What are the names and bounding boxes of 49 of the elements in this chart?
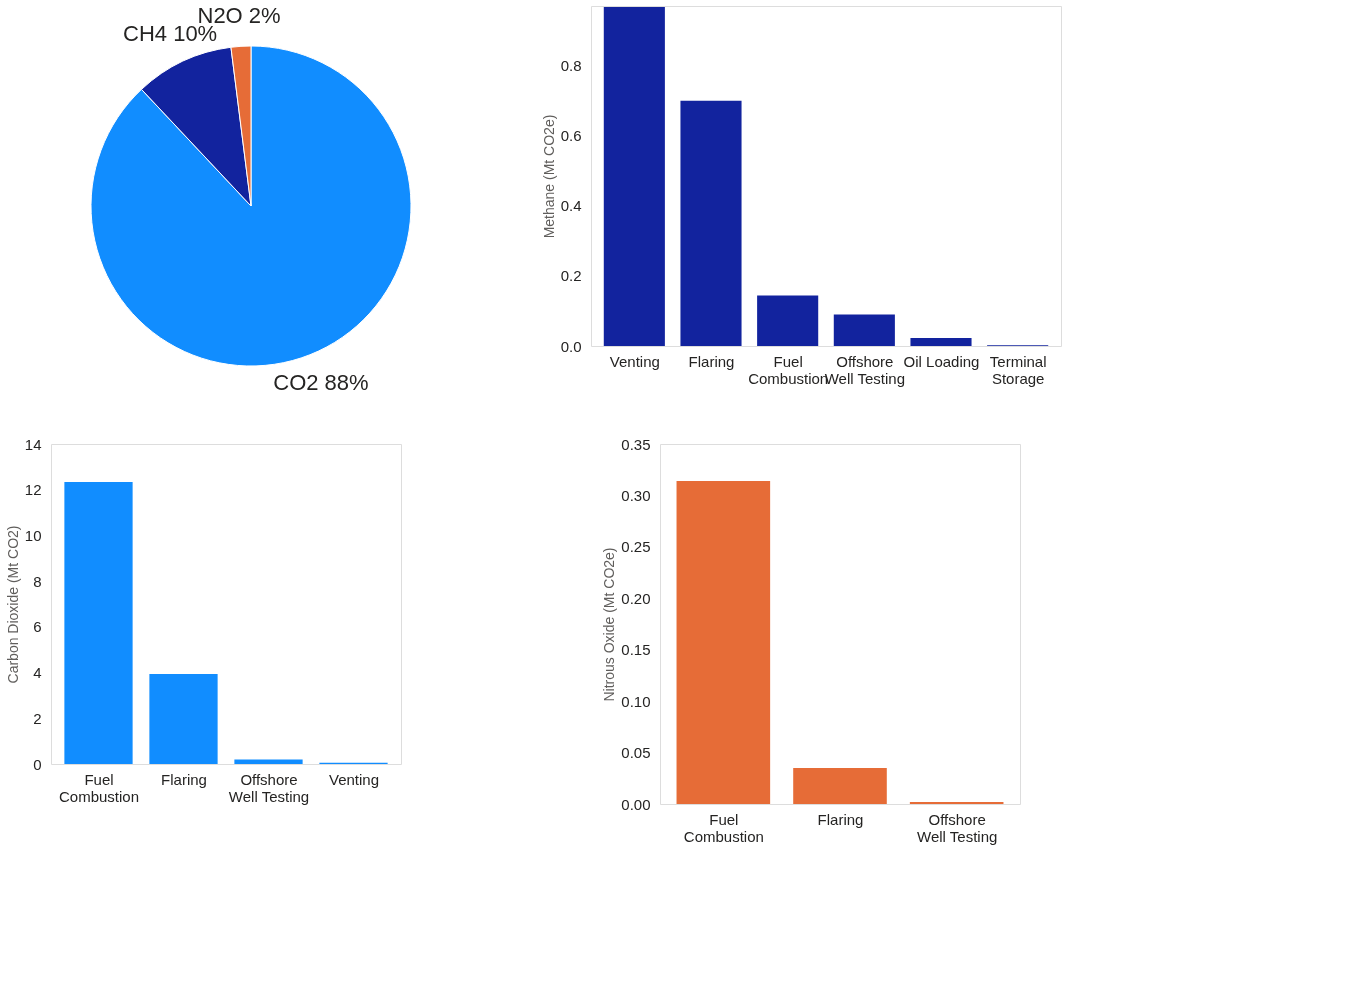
bar [757,295,819,346]
bar [676,481,771,804]
bar [909,801,1004,804]
y-tick-label: 0.6 [560,127,582,145]
y-tick-label: 8 [33,572,42,590]
x-tick-label: Flaring [688,352,735,370]
x-tick-label: Offshore Well Testing [824,352,905,387]
y-tick-label: 0.00 [621,795,651,813]
y-tick-label: 14 [24,435,42,453]
y-axis-title: Carbon Dioxide (Mt CO2) [4,525,21,684]
y-tick-label: 0.30 [621,486,651,504]
slice-label: CO2 88% [273,369,369,395]
bar [680,100,742,346]
bar [833,314,895,346]
x-tick-label: Flaring [161,770,207,788]
x-tick-label: Fuel Combustion [58,770,140,805]
y-axis-title: Nitrous Oxide (Mt CO2e) [601,547,618,702]
x-tick-label: Venting [328,770,380,788]
pie-slice [90,45,412,367]
x-tick-label: Offshore Well Testing [228,770,310,805]
y-tick-label: 0.25 [621,538,651,556]
y-tick-label: 2 [33,709,42,727]
y-tick-label: 0.2 [560,267,582,285]
x-tick-label: Venting [609,352,660,370]
bar [149,673,218,764]
y-tick-label: 0.15 [621,641,651,659]
y-axis-title: Methane (Mt CO2e) [540,114,557,239]
bar [793,768,887,804]
y-tick-label: 0.35 [621,435,651,453]
y-tick-label: 0.10 [621,692,651,710]
x-tick-label: Terminal Storage [989,352,1047,387]
bar [603,7,665,346]
x-tick-label: Fuel Combustion [683,810,764,845]
bar [910,337,972,346]
y-tick-label: 10 [24,526,42,544]
x-tick-label: Offshore Well Testing [917,810,998,845]
x-tick-label: Oil Loading [903,352,980,370]
y-tick-label: 0.4 [560,197,582,215]
y-tick-label: 0.8 [560,57,582,75]
y-tick-label: 0.0 [560,337,582,355]
y-tick-label: 12 [24,481,42,499]
y-tick-label: 0 [33,755,42,773]
y-tick-label: 4 [33,664,42,682]
x-tick-label: Flaring [817,810,864,828]
y-tick-label: 0.05 [621,744,651,762]
y-tick-label: 6 [33,618,42,636]
bar [64,481,133,764]
y-tick-label: 0.20 [621,589,651,607]
bar [234,759,303,764]
